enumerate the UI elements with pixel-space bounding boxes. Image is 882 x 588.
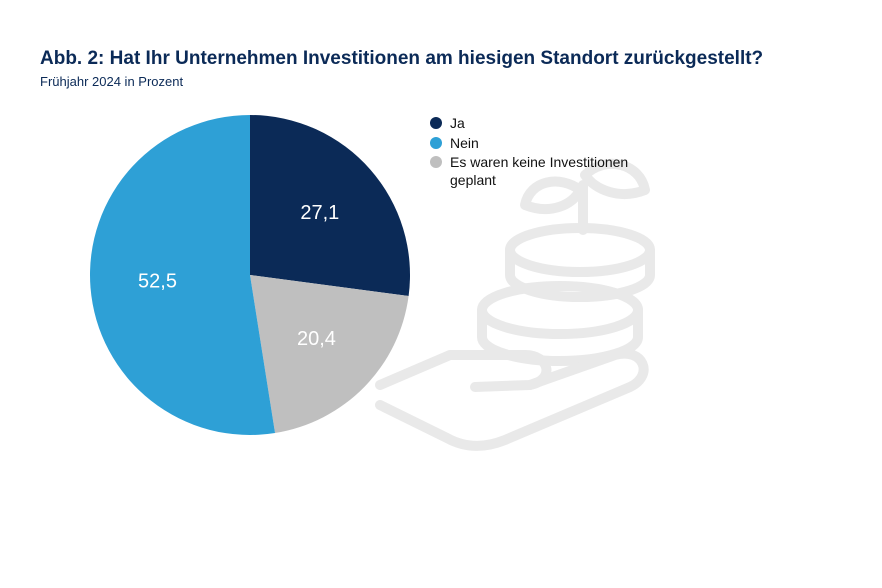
legend-swatch-ja — [430, 117, 442, 129]
legend-swatch-nein — [430, 137, 442, 149]
decorative-background-icon — [355, 155, 735, 475]
legend-item-nein: Nein — [430, 135, 690, 153]
pie-chart: 27,1 20,4 52,5 — [90, 115, 410, 435]
pie-label-none: 20,4 — [297, 328, 336, 350]
chart-legend: Ja NeinEs waren keine Investitionen gepla… — [430, 115, 690, 191]
pie-label-ja: 27,1 — [300, 202, 339, 224]
chart-subtitle: Frühjahr 2024 in Prozent — [40, 74, 183, 89]
chart-title: Abb. 2: Hat Ihr Unternehmen Investitione… — [40, 48, 763, 70]
legend-label-ja: Ja — [450, 115, 465, 133]
legend-item-ja: Ja — [430, 115, 690, 133]
pie-slice-none — [250, 275, 409, 433]
pie-slice-nein — [90, 115, 275, 435]
legend-label-none: Es waren keine Investitionen geplant — [450, 154, 660, 189]
legend-swatch-none — [430, 156, 442, 168]
pie-label-nein: 52,5 — [138, 271, 177, 293]
legend-item-none: Es waren keine Investitionen geplant — [430, 154, 690, 189]
legend-label-nein: Nein — [450, 135, 479, 153]
